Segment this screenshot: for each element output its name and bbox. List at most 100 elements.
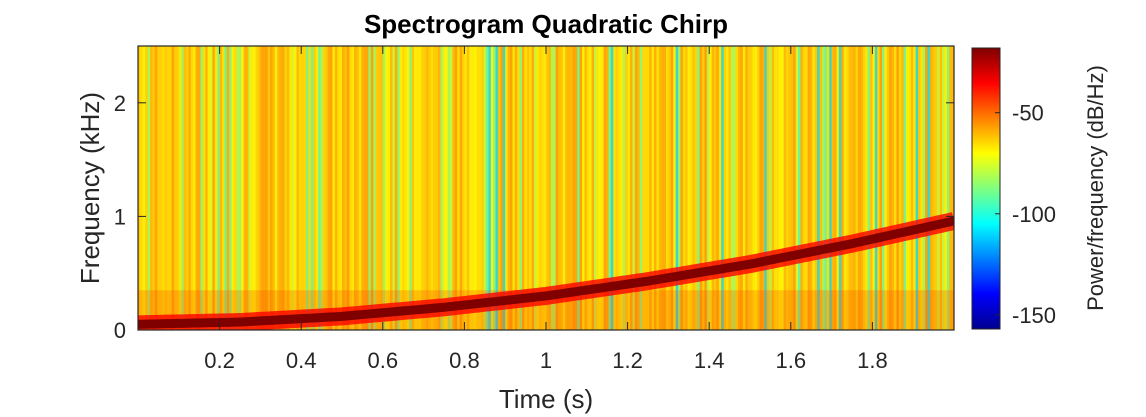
spectrogram-column <box>543 46 547 330</box>
spectrogram-column <box>397 46 400 330</box>
spectrogram-column <box>418 46 422 330</box>
spectrogram-column <box>248 46 252 330</box>
spectrogram-column <box>238 46 242 330</box>
spectrogram-column <box>181 46 184 330</box>
spectrogram-column <box>370 46 374 330</box>
spectrogram-column <box>894 46 897 330</box>
spectrogram-column <box>186 46 189 330</box>
spectrogram-column <box>447 46 451 330</box>
spectrogram-column <box>639 46 643 330</box>
spectrogram-column <box>301 46 304 330</box>
spectrogram-column <box>834 46 837 330</box>
spectrogram-column <box>478 46 482 330</box>
spectrogram-column <box>378 46 381 330</box>
spectrogram-column <box>493 46 496 330</box>
spectrogram-column <box>848 46 852 330</box>
spectrogram-column <box>764 46 768 330</box>
spectrogram-column <box>754 46 758 330</box>
spectrogram-column <box>490 46 494 330</box>
spectrogram-column <box>176 46 180 330</box>
spectrogram-column <box>584 46 588 330</box>
spectrogram-column <box>721 46 724 330</box>
spectrogram-column <box>159 46 163 330</box>
spectrogram-column <box>649 46 652 330</box>
spectrogram-column <box>574 46 578 330</box>
spectrogram-column <box>538 46 542 330</box>
spectrogram-column <box>872 46 876 330</box>
spectrogram-column <box>586 46 590 330</box>
spectrogram-column <box>896 46 900 330</box>
spectrogram-column <box>519 46 523 330</box>
spectrogram-column <box>217 46 220 330</box>
spectrogram-column <box>286 46 290 330</box>
spectrogram-column <box>488 46 492 330</box>
spectrogram-column <box>150 46 153 330</box>
spectrogram-column <box>363 46 367 330</box>
spectrogram-column <box>728 46 732 330</box>
spectrogram-column <box>534 46 537 330</box>
spectrogram-column <box>442 46 446 330</box>
spectrogram-column <box>426 46 429 330</box>
spectrogram-column <box>718 46 722 330</box>
colorbar-ticks: -50 -100 -150 <box>995 101 1056 328</box>
spectrogram-column <box>339 46 343 330</box>
spectrogram-column <box>877 46 880 330</box>
spectrogram-column <box>817 46 820 330</box>
spectrogram-column <box>637 46 640 330</box>
spectrogram-column <box>752 46 756 330</box>
spectrogram-column <box>934 46 938 330</box>
spectrogram-column <box>462 46 465 330</box>
spectrogram-column <box>147 46 151 330</box>
x-tick-label: 0.6 <box>368 348 399 373</box>
spectrogram-column <box>855 46 859 330</box>
spectrogram-column <box>152 46 156 330</box>
spectrogram-column <box>915 46 919 330</box>
spectrogram-column <box>867 46 871 330</box>
spectrogram-column <box>250 46 254 330</box>
spectrogram-column <box>188 46 192 330</box>
spectrogram-column <box>274 46 278 330</box>
spectrogram-column <box>627 46 631 330</box>
spectrogram-column <box>265 46 268 330</box>
spectrogram-column <box>870 46 873 330</box>
spectrogram-column <box>375 46 379 330</box>
spectrogram-column <box>726 46 729 330</box>
spectrogram-column <box>428 46 432 330</box>
spectrogram-column <box>140 46 144 330</box>
spectrogram-column <box>910 46 914 330</box>
spectrogram-column <box>346 46 350 330</box>
spectrogram-column <box>404 46 408 330</box>
spectrogram-column <box>822 46 825 330</box>
spectrogram-column <box>531 46 535 330</box>
spectrogram-column <box>591 46 595 330</box>
spectrogram-column <box>207 46 211 330</box>
spectrogram-column <box>920 46 924 330</box>
spectrogram-column <box>330 46 333 330</box>
colorbar-label: Power/frequency (dB/Hz) <box>1083 65 1108 311</box>
spectrogram-column <box>291 46 295 330</box>
spectrogram-column <box>853 46 856 330</box>
spectrogram-column <box>750 46 753 330</box>
spectrogram-column <box>164 46 168 330</box>
spectrogram-column <box>433 46 436 330</box>
spectrogram-column <box>776 46 780 330</box>
spectrogram-column <box>195 46 199 330</box>
spectrogram-column <box>438 46 441 330</box>
spectrogram-column <box>430 46 434 330</box>
spectrogram-column <box>267 46 271 330</box>
spectrogram-column <box>819 46 823 330</box>
spectrogram-column <box>510 46 513 330</box>
spectrogram-column <box>498 46 501 330</box>
spectrogram-column <box>550 46 554 330</box>
spectrogram-column <box>678 46 681 330</box>
spectrogram-column <box>457 46 460 330</box>
plot-area <box>137 45 955 331</box>
spectrogram-column <box>486 46 489 330</box>
spectrogram-column <box>476 46 480 330</box>
spectrogram-column <box>709 46 712 330</box>
spectrogram-column <box>925 46 928 330</box>
spectrogram-column <box>613 46 616 330</box>
spectrogram-column <box>747 46 751 330</box>
spectrogram-column <box>740 46 744 330</box>
y-axis-label: Frequency (kHz) <box>75 92 105 284</box>
